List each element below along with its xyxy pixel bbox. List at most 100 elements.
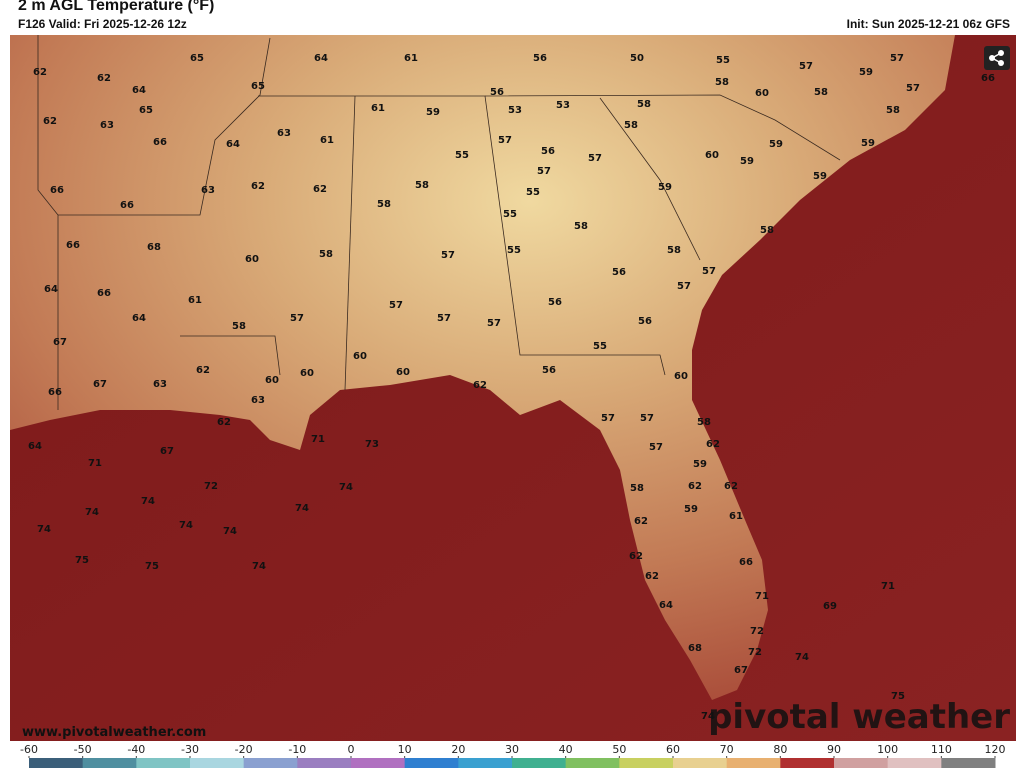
colorbar-tick-label: 110	[931, 743, 952, 756]
colorbar-tick-label: 90	[827, 743, 841, 756]
state-borders	[37, 35, 841, 410]
temperature-label: 61	[320, 135, 334, 146]
temperature-label: 66	[48, 387, 62, 398]
temperature-label: 67	[93, 379, 107, 390]
temperature-label: 53	[556, 100, 570, 111]
temperature-label: 55	[593, 341, 607, 352]
colorbar-tick-label: 30	[505, 743, 519, 756]
temperature-label: 59	[769, 139, 783, 150]
temperature-label: 74	[252, 561, 266, 572]
temperature-label: 57	[601, 413, 615, 424]
temperature-label: 67	[734, 665, 748, 676]
temperature-label: 59	[426, 107, 440, 118]
temperature-label: 62	[97, 73, 111, 84]
colorbar-segment	[82, 758, 137, 768]
colorbar-segment	[780, 758, 835, 768]
temperature-label: 71	[88, 458, 102, 469]
temperature-label: 68	[147, 242, 161, 253]
temperature-label: 53	[508, 105, 522, 116]
temperature-label: 58	[637, 99, 651, 110]
temperature-label: 62	[688, 481, 702, 492]
colorbar-segment	[243, 758, 298, 768]
temperature-label: 60	[705, 150, 719, 161]
temperature-label: 58	[574, 221, 588, 232]
colorbar-tick-label: 50	[612, 743, 626, 756]
temperature-label: 62	[724, 481, 738, 492]
temperature-label: 58	[715, 77, 729, 88]
temperature-label: 65	[139, 105, 153, 116]
temperature-label: 61	[371, 103, 385, 114]
temperature-label: 57	[649, 442, 663, 453]
colorbar-tick-label: 40	[559, 743, 573, 756]
colorbar-segment	[136, 758, 191, 768]
temperature-label: 63	[201, 185, 215, 196]
temperature-label: 75	[145, 561, 159, 572]
temperature-label: 67	[53, 337, 67, 348]
colorbar-segment	[297, 758, 352, 768]
temperature-label: 72	[748, 647, 762, 658]
temperature-label: 59	[859, 67, 873, 78]
temperature-label: 62	[313, 184, 327, 195]
temperature-label: 75	[75, 555, 89, 566]
temperature-label: 64	[28, 441, 42, 452]
temperature-label: 61	[404, 53, 418, 64]
temperature-label: 72	[750, 626, 764, 637]
temperature-label: 62	[645, 571, 659, 582]
temperature-label: 55	[455, 150, 469, 161]
temperature-label: 57	[498, 135, 512, 146]
colorbar-segment	[190, 758, 245, 768]
temperature-label: 62	[196, 365, 210, 376]
temperature-label: 55	[503, 209, 517, 220]
colorbar-tick-label: 60	[666, 743, 680, 756]
temperature-label: 57	[389, 300, 403, 311]
share-bg[interactable]	[984, 46, 1010, 70]
colorbar-segment	[834, 758, 889, 768]
colorbar-tick-label: 100	[877, 743, 898, 756]
temperature-label: 58	[667, 245, 681, 256]
colorbar-tick-label: -20	[235, 743, 253, 756]
colorbar-tick-label: -60	[20, 743, 38, 756]
temperature-label: 72	[204, 481, 218, 492]
temperature-label: 75	[891, 691, 905, 702]
colorbar-tick-label: 20	[451, 743, 465, 756]
colorbar-tick-label: 120	[985, 743, 1006, 756]
temperature-label: 62	[706, 439, 720, 450]
temperature-label: 60	[245, 254, 259, 265]
temperature-label: 59	[684, 504, 698, 515]
temperature-label: 71	[755, 591, 769, 602]
temperature-label: 68	[688, 643, 702, 654]
temperature-label: 57	[906, 83, 920, 94]
temperature-label: 58	[814, 87, 828, 98]
temperature-label: 66	[153, 137, 167, 148]
colorbar-segment	[565, 758, 620, 768]
temperature-label: 69	[823, 601, 837, 612]
valid-time: F126 Valid: Fri 2025-12-26 12z	[18, 17, 187, 31]
temperature-label: 58	[630, 483, 644, 494]
temperature-label: 66	[739, 557, 753, 568]
temperature-label: 57	[799, 61, 813, 72]
temperature-label: 59	[861, 138, 875, 149]
temperature-label: 57	[702, 266, 716, 277]
temperature-label: 71	[311, 434, 325, 445]
temperature-label: 57	[437, 313, 451, 324]
temperature-label: 64	[226, 139, 240, 150]
colorbar-segment	[512, 758, 567, 768]
temperature-label: 62	[251, 181, 265, 192]
temperature-label: 57	[487, 318, 501, 329]
temperature-label: 65	[251, 81, 265, 92]
share-button[interactable]	[984, 46, 1010, 70]
website: www.pivotalweather.com	[22, 725, 206, 740]
land	[10, 35, 955, 700]
temperature-label: 59	[693, 459, 707, 470]
temperature-label: 74	[85, 507, 99, 518]
colorbar-tick-label: 10	[398, 743, 412, 756]
temperature-label: 61	[729, 511, 743, 522]
colorbar-segment	[404, 758, 459, 768]
temperature-label: 62	[217, 417, 231, 428]
colorbar-tick-label: -40	[127, 743, 145, 756]
temperature-label: 57	[890, 53, 904, 64]
temperature-label: 63	[277, 128, 291, 139]
temperature-label: 58	[886, 105, 900, 116]
temperature-label: 58	[319, 249, 333, 260]
